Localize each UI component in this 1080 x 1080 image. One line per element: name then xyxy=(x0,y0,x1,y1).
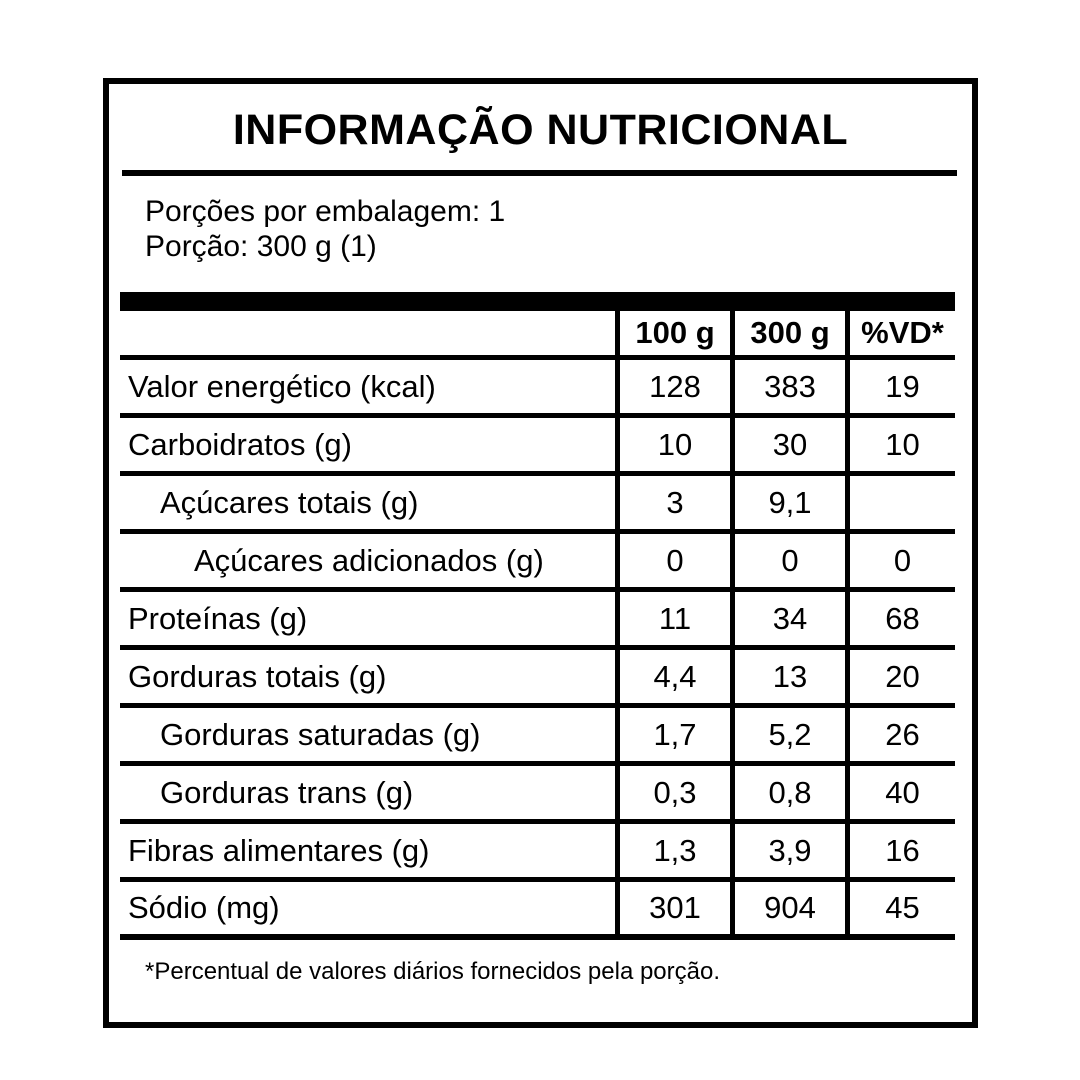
vd-footnote: *Percentual de valores diários fornecido… xyxy=(145,958,721,985)
table-top-bar xyxy=(120,292,955,311)
value-100g: 1,7 xyxy=(615,708,730,766)
value-vd: 40 xyxy=(845,766,955,824)
value-100g: 128 xyxy=(615,360,730,418)
row-label: Valor energético (kcal) xyxy=(120,360,615,418)
title-divider-rule xyxy=(122,170,957,176)
value-100g: 0,3 xyxy=(615,766,730,824)
value-vd: 45 xyxy=(845,882,955,940)
value-100g: 3 xyxy=(615,476,730,534)
value-300g: 34 xyxy=(730,592,845,650)
value-300g: 904 xyxy=(730,882,845,940)
value-vd: 26 xyxy=(845,708,955,766)
column-header-vd: %VD* xyxy=(845,311,955,360)
value-vd: 16 xyxy=(845,824,955,882)
value-300g: 383 xyxy=(730,360,845,418)
value-vd: 68 xyxy=(845,592,955,650)
row-label: Gorduras saturadas (g) xyxy=(120,708,615,766)
value-300g: 9,1 xyxy=(730,476,845,534)
nutrition-table-grid: 100 g 300 g %VD* Valor energético (kcal)… xyxy=(120,311,955,940)
value-vd: 19 xyxy=(845,360,955,418)
row-label: Gorduras totais (g) xyxy=(120,650,615,708)
row-label: Sódio (mg) xyxy=(120,882,615,940)
value-300g: 5,2 xyxy=(730,708,845,766)
value-300g: 0 xyxy=(730,534,845,592)
row-label: Proteínas (g) xyxy=(120,592,615,650)
value-vd: 20 xyxy=(845,650,955,708)
row-label: Açúcares totais (g) xyxy=(120,476,615,534)
serving-size: Porção: 300 g (1) xyxy=(145,230,377,263)
value-100g: 10 xyxy=(615,418,730,476)
value-100g: 0 xyxy=(615,534,730,592)
nutrition-label-box: INFORMAÇÃO NUTRICIONAL Porções por embal… xyxy=(103,78,978,1028)
column-header-nutrient xyxy=(120,311,615,360)
row-label: Gorduras trans (g) xyxy=(120,766,615,824)
value-100g: 1,3 xyxy=(615,824,730,882)
servings-per-package: Porções por embalagem: 1 xyxy=(145,195,506,228)
value-300g: 3,9 xyxy=(730,824,845,882)
row-label: Carboidratos (g) xyxy=(120,418,615,476)
value-100g: 4,4 xyxy=(615,650,730,708)
value-100g: 301 xyxy=(615,882,730,940)
value-300g: 13 xyxy=(730,650,845,708)
nutrition-table: 100 g 300 g %VD* Valor energético (kcal)… xyxy=(120,292,955,940)
row-label: Açúcares adicionados (g) xyxy=(120,534,615,592)
value-vd: 10 xyxy=(845,418,955,476)
value-300g: 30 xyxy=(730,418,845,476)
row-label: Fibras alimentares (g) xyxy=(120,824,615,882)
value-vd: 0 xyxy=(845,534,955,592)
value-vd xyxy=(845,476,955,534)
serving-info: Porções por embalagem: 1 Porção: 300 g (… xyxy=(145,194,505,264)
nutrition-label-title: INFORMAÇÃO NUTRICIONAL xyxy=(232,106,849,154)
value-100g: 11 xyxy=(615,592,730,650)
value-300g: 0,8 xyxy=(730,766,845,824)
column-header-100g: 100 g xyxy=(615,311,730,360)
column-header-300g: 300 g xyxy=(730,311,845,360)
